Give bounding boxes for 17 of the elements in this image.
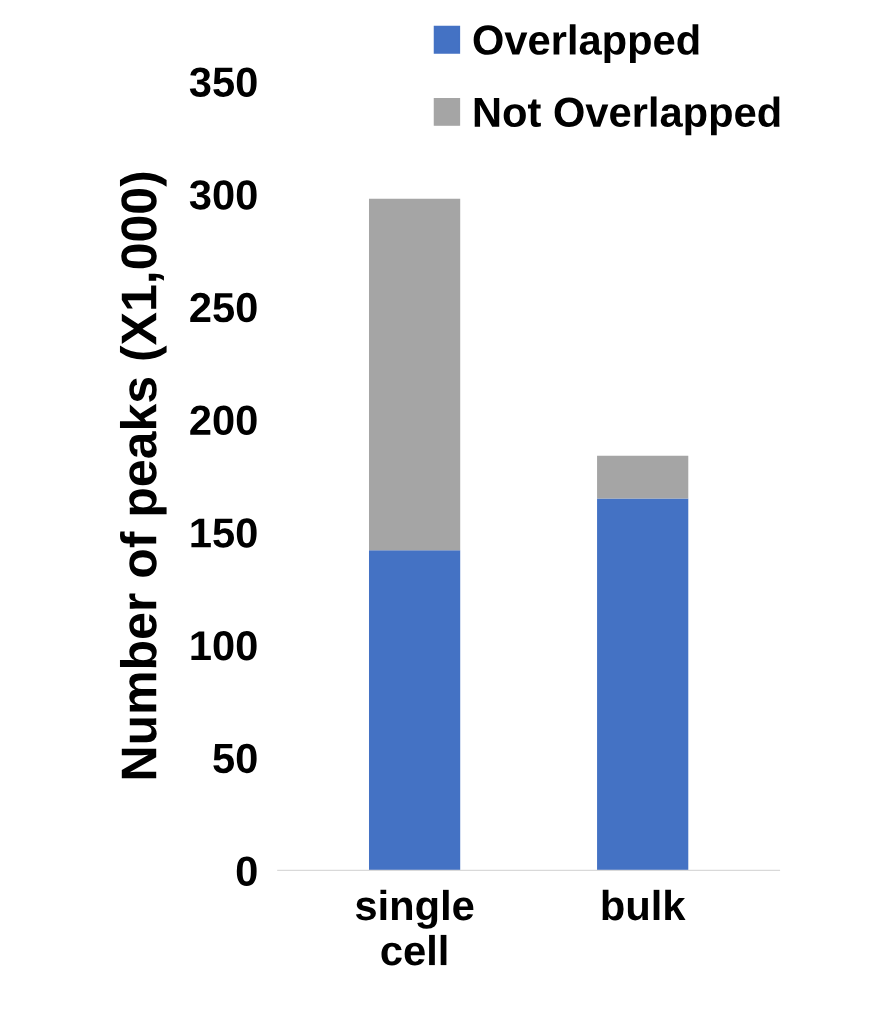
legend-label: Overlapped (473, 24, 699, 64)
legend-label: Not Overlapped (474, 96, 780, 136)
y-tick-label: 250 (190, 292, 257, 323)
bar (597, 455, 689, 499)
bar (368, 550, 461, 871)
y-tick-label: 200 (190, 405, 257, 436)
x-tick-label: bulk (602, 889, 686, 921)
y-axis-title: Number of peaks (X1,000) (119, 172, 167, 779)
bar (368, 198, 461, 551)
y-tick-label: 50 (213, 743, 257, 774)
y-tick-label: 150 (191, 518, 257, 548)
y-tick-label: 0 (236, 856, 257, 886)
x-tick-label: single cell (355, 889, 474, 966)
y-tick-label: 350 (189, 67, 257, 98)
bar (597, 498, 689, 871)
y-tick-label: 100 (191, 630, 257, 661)
y-tick-label: 300 (189, 180, 257, 210)
